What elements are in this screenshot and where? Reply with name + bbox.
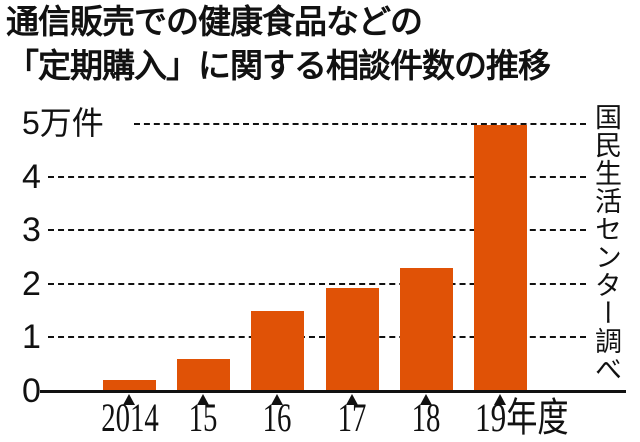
y-tick-0: 0 <box>22 372 41 410</box>
x-label-2015: 15 <box>188 395 218 440</box>
gridline-1 <box>48 336 586 338</box>
bar-2019 <box>474 125 527 391</box>
triangle-marker-icon <box>346 394 358 405</box>
triangle-marker-icon <box>271 394 283 405</box>
y-tick-3: 3 <box>22 211 41 249</box>
y-tick-5-unit: 5万件 <box>22 105 104 141</box>
source-note: 国民生活センター調べ <box>590 103 621 383</box>
bar-2014 <box>103 380 156 391</box>
y-tick-4: 4 <box>22 158 41 196</box>
bar-2017 <box>326 288 379 391</box>
y-tick-2: 2 <box>22 265 41 303</box>
x-axis-line <box>40 390 626 393</box>
gridline-2 <box>48 283 586 285</box>
triangle-marker-icon <box>494 394 506 405</box>
x-label-2016: 16 <box>262 395 292 440</box>
x-label-2014: 2014 <box>101 395 159 440</box>
gridline-3 <box>48 229 586 231</box>
x-label-2018: 18 <box>411 395 441 440</box>
triangle-marker-icon <box>420 394 432 405</box>
x-label-2017: 17 <box>337 395 367 440</box>
gridline-4 <box>48 176 586 178</box>
triangle-marker-icon <box>197 394 209 405</box>
chart-title-line-2: 「定期購入」に関する相談件数の推移 <box>6 46 551 85</box>
y-tick-1: 1 <box>22 318 41 356</box>
gridline-5 <box>134 123 586 125</box>
bar-2016 <box>251 311 304 391</box>
chart-title-line-1: 通信販売での健康食品などの <box>6 2 423 41</box>
bar-2015 <box>177 359 230 391</box>
x-label-2019: 19年度 <box>475 395 569 440</box>
triangle-marker-icon <box>123 394 135 405</box>
bar-2018 <box>400 268 453 391</box>
